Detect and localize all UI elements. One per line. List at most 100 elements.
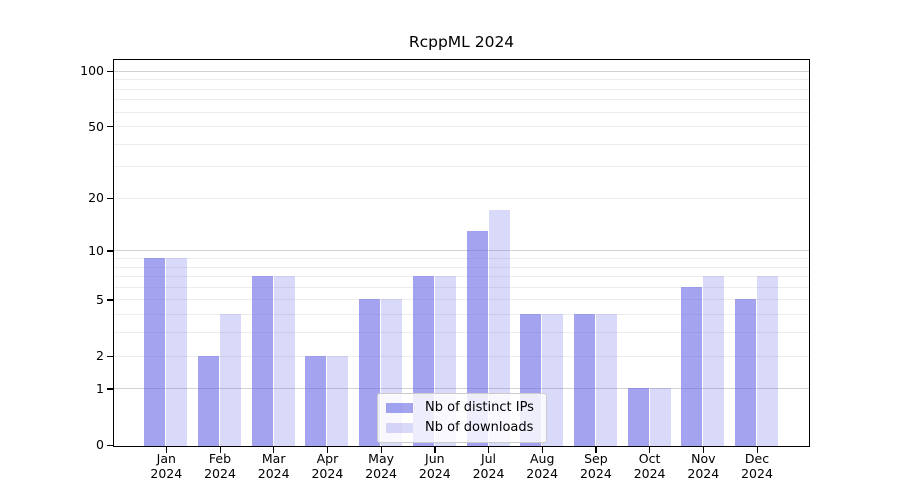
x-tick-label: Sep 2024 bbox=[566, 451, 626, 481]
y-tick-label: 2 bbox=[96, 348, 104, 363]
x-tick bbox=[165, 447, 168, 453]
x-tick-label: Oct 2024 bbox=[620, 451, 680, 481]
minor-gridline bbox=[114, 332, 809, 334]
y-tick bbox=[107, 70, 113, 72]
x-tick bbox=[756, 447, 758, 453]
bar bbox=[735, 299, 756, 446]
minor-gridline bbox=[114, 166, 809, 168]
minor-gridline bbox=[114, 111, 809, 113]
major-gridline bbox=[114, 388, 809, 390]
y-tick-label: 0 bbox=[96, 437, 104, 452]
x-tick-month: Mar bbox=[261, 451, 286, 466]
minor-gridline bbox=[114, 355, 809, 357]
y-tick bbox=[107, 197, 113, 200]
bar bbox=[273, 276, 295, 446]
minor-gridline bbox=[114, 143, 809, 145]
bar bbox=[466, 230, 488, 446]
x-tick-label: Dec 2024 bbox=[727, 451, 787, 481]
x-tick bbox=[702, 447, 705, 453]
x-tick-month: Sep bbox=[584, 451, 608, 466]
y-tick bbox=[107, 299, 113, 301]
x-tick-year: 2024 bbox=[741, 466, 773, 481]
x-tick-label: Jul 2024 bbox=[459, 451, 519, 481]
major-gridline bbox=[114, 250, 809, 252]
bar bbox=[757, 276, 778, 446]
y-tick bbox=[107, 126, 113, 128]
y-tick-label: 1 bbox=[96, 380, 104, 396]
x-tick bbox=[595, 447, 597, 453]
x-tick-year: 2024 bbox=[526, 466, 559, 481]
legend-item: Nb of distinct IPs bbox=[386, 400, 534, 415]
y-tick-label: 10 bbox=[88, 242, 104, 258]
x-tick-month: Jan bbox=[156, 451, 176, 466]
x-tick bbox=[380, 447, 382, 453]
bar bbox=[595, 314, 617, 446]
bar bbox=[542, 314, 564, 446]
x-tick-year: 2024 bbox=[257, 466, 290, 481]
x-tick-label: Mar 2024 bbox=[244, 451, 304, 481]
minor-gridline bbox=[114, 88, 809, 90]
x-tick-month: Oct bbox=[638, 451, 661, 466]
minor-gridline bbox=[114, 197, 809, 199]
x-tick-year: 2024 bbox=[311, 466, 344, 481]
chart-title: RcppML 2024 bbox=[408, 33, 515, 51]
bar bbox=[198, 355, 219, 446]
x-tick-label: May 2024 bbox=[351, 451, 411, 481]
y-tick-label: 50 bbox=[88, 118, 104, 134]
minor-gridline bbox=[114, 126, 809, 128]
x-tick-label: Feb 2024 bbox=[190, 451, 250, 481]
plot-area bbox=[113, 58, 810, 447]
legend-swatch bbox=[386, 422, 413, 433]
bar bbox=[573, 314, 595, 446]
x-tick-label: Nov 2024 bbox=[673, 451, 733, 481]
x-tick-year: 2024 bbox=[472, 466, 505, 481]
y-tick bbox=[107, 250, 113, 252]
bar bbox=[166, 258, 188, 446]
x-tick bbox=[488, 447, 490, 453]
x-tick bbox=[273, 447, 275, 453]
x-tick-month: Aug bbox=[529, 451, 555, 466]
x-tick-month: Apr bbox=[316, 451, 339, 466]
x-tick-year: 2024 bbox=[579, 466, 612, 481]
x-tick-month: Nov bbox=[691, 451, 716, 466]
x-tick-year: 2024 bbox=[204, 466, 236, 481]
minor-gridline bbox=[114, 257, 809, 259]
x-tick-month: Dec bbox=[744, 451, 770, 466]
x-tick-year: 2024 bbox=[633, 466, 666, 481]
x-tick bbox=[541, 447, 543, 453]
bar bbox=[305, 355, 327, 446]
y-tick bbox=[107, 388, 113, 390]
minor-gridline bbox=[114, 266, 809, 268]
legend: Nb of distinct IPs Nb of downloads bbox=[377, 393, 547, 443]
bar bbox=[649, 388, 671, 446]
minor-gridline bbox=[114, 286, 809, 288]
x-tick-year: 2024 bbox=[365, 466, 397, 481]
bar bbox=[251, 276, 273, 446]
x-tick bbox=[434, 447, 436, 453]
x-tick-month: Jun bbox=[425, 451, 445, 466]
x-tick-year: 2024 bbox=[150, 466, 183, 481]
legend-item: Nb of downloads bbox=[386, 420, 534, 435]
bar bbox=[488, 210, 510, 446]
bar bbox=[703, 276, 725, 446]
x-tick-label: Jan 2024 bbox=[136, 451, 196, 481]
x-tick-month: Jul bbox=[480, 451, 497, 466]
minor-gridline bbox=[114, 314, 809, 316]
x-tick bbox=[326, 447, 329, 453]
minor-gridline bbox=[114, 299, 809, 301]
legend-label: Nb of downloads bbox=[425, 420, 534, 435]
x-tick-month: Feb bbox=[208, 451, 232, 466]
x-tick bbox=[649, 447, 651, 453]
major-gridline bbox=[114, 70, 809, 72]
x-tick-month: May bbox=[368, 451, 395, 466]
x-tick-label: Jun 2024 bbox=[405, 451, 465, 481]
y-tick bbox=[107, 444, 113, 446]
bar bbox=[220, 314, 241, 446]
bar bbox=[627, 388, 649, 446]
x-tick-year: 2024 bbox=[687, 466, 720, 481]
bar bbox=[359, 299, 381, 446]
legend-swatch bbox=[386, 402, 413, 413]
x-tick-year: 2024 bbox=[418, 466, 451, 481]
x-tick-label: Aug 2024 bbox=[512, 451, 572, 481]
